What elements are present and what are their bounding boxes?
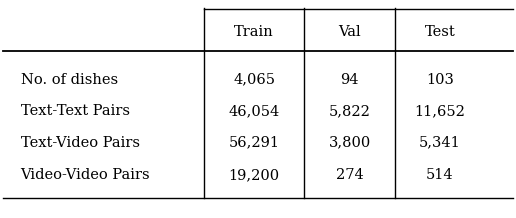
Text: Text-Video Pairs: Text-Video Pairs xyxy=(21,136,140,150)
Text: No. of dishes: No. of dishes xyxy=(21,73,118,87)
Text: 103: 103 xyxy=(426,73,454,87)
Text: Val: Val xyxy=(338,25,361,39)
Text: 11,652: 11,652 xyxy=(414,104,465,118)
Text: 5,822: 5,822 xyxy=(329,104,370,118)
Text: 3,800: 3,800 xyxy=(329,136,370,150)
Text: 19,200: 19,200 xyxy=(229,169,280,182)
Text: 56,291: 56,291 xyxy=(229,136,280,150)
Text: 514: 514 xyxy=(426,169,454,182)
Text: 94: 94 xyxy=(341,73,359,87)
Text: 4,065: 4,065 xyxy=(233,73,275,87)
Text: 46,054: 46,054 xyxy=(229,104,280,118)
Text: Video-Video Pairs: Video-Video Pairs xyxy=(21,169,150,182)
Text: Test: Test xyxy=(425,25,455,39)
Text: Text-Text Pairs: Text-Text Pairs xyxy=(21,104,130,118)
Text: 5,341: 5,341 xyxy=(419,136,461,150)
Text: Train: Train xyxy=(234,25,274,39)
Text: 274: 274 xyxy=(336,169,363,182)
